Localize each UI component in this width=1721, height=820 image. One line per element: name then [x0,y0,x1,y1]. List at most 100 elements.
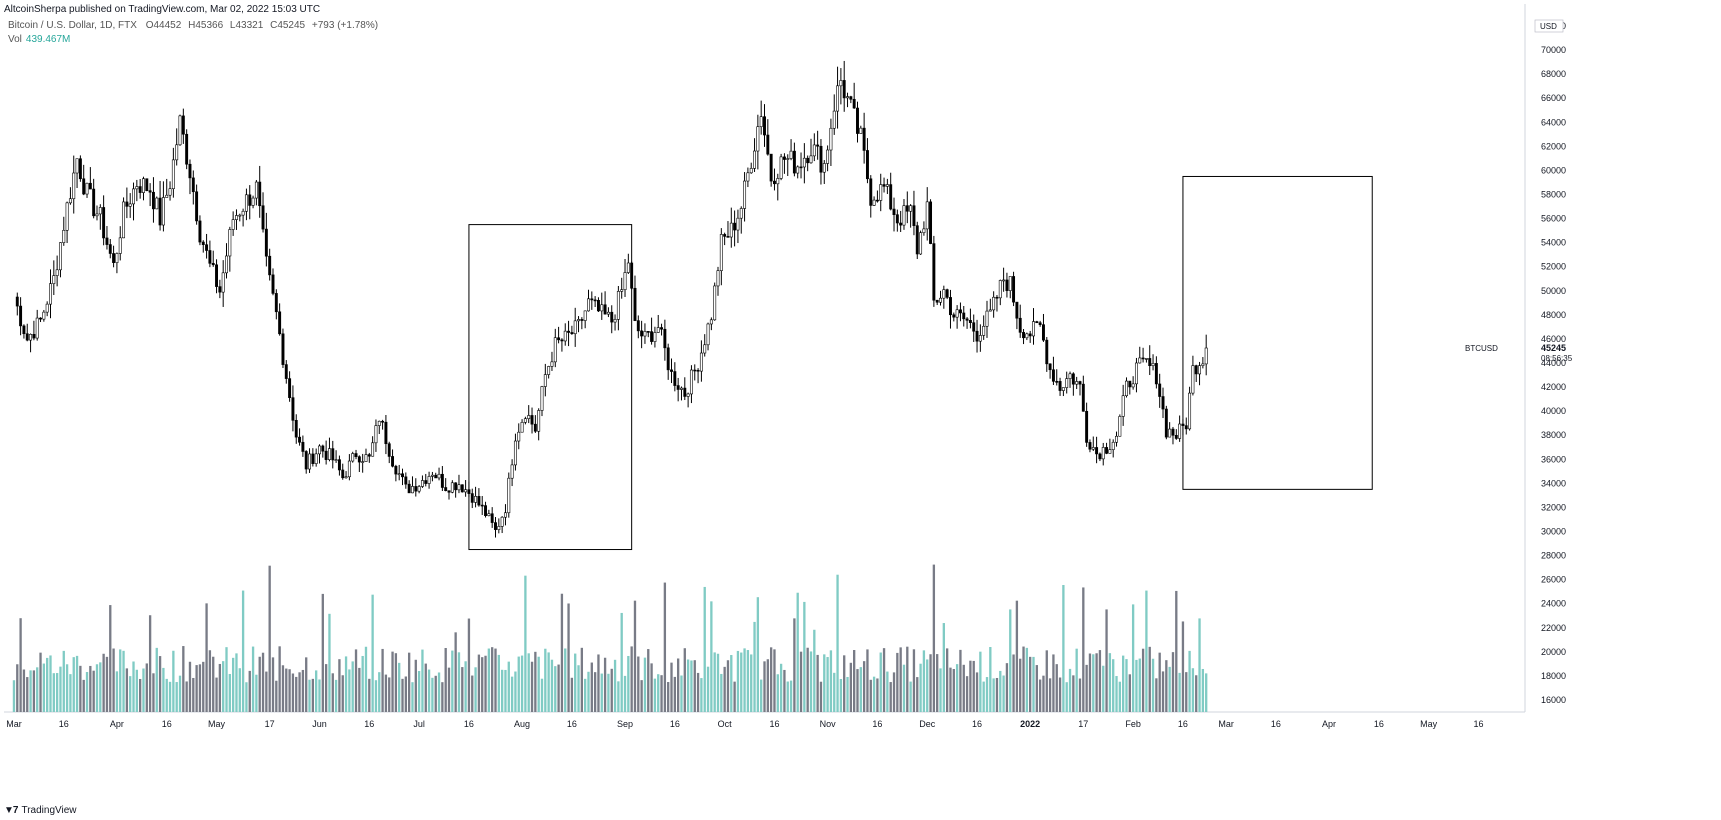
candle-body [1115,435,1118,443]
time-tick-label: 16 [872,719,882,729]
candle-body [427,476,431,484]
volume-bar [311,678,315,712]
volume-bar [534,651,537,712]
candle-body [822,163,826,173]
volume-bar [1185,672,1188,712]
candle-body [387,443,391,457]
close-label: C [270,20,278,31]
volume-bar [726,660,730,712]
volume-bar [245,682,248,712]
candle-body [1168,428,1172,438]
candle-body [95,213,99,217]
candle-body [494,522,497,530]
candle-body [238,214,242,217]
candle-body [191,177,195,193]
volume-bar [796,592,799,712]
volume-bar [653,678,657,712]
candle-body [749,168,753,174]
volume-bar [1191,668,1195,712]
candle-body [374,425,378,444]
volume-bar [504,669,507,712]
price-tick-label: 54000 [1541,238,1566,248]
candle-body [826,149,830,164]
volume-bar [912,649,916,712]
candle-body [1188,392,1192,430]
candle-body [812,144,816,157]
candle-body [1078,381,1082,385]
candle-body [171,159,175,190]
candle-body [610,311,614,323]
price-tick-label: 40000 [1541,406,1566,416]
time-tick-label: Sep [617,719,633,729]
volume-bar [1168,666,1171,712]
candle-body [321,445,325,452]
candle-body [1038,322,1042,325]
time-tick-label: Dec [919,719,936,729]
range-boxes[interactable] [468,175,1373,551]
volume-bar [288,669,291,712]
volume-bar [806,647,809,712]
volume-bar [743,648,746,712]
time-tick-label: 16 [670,719,680,729]
volume-bar [477,654,481,712]
candle-body [590,298,594,301]
volume-bar [1128,674,1131,712]
candle-body [125,201,129,207]
candle-body [1174,434,1178,439]
candle-body [115,253,119,263]
price-axis[interactable]: 16000 18000 20000 22000 24000 26000 28000 30000… [1534,19,1566,705]
volume-bar [444,648,447,712]
volume-bar [633,600,637,712]
candle-body [739,208,743,219]
candle-body [457,484,461,491]
volume-bar [1145,590,1148,712]
open-value: 44452 [153,20,182,31]
volume-legend: Vol 439.467M [8,34,70,45]
volume-bar [1108,653,1112,712]
volume-bar [862,661,866,712]
candle-body [995,296,999,299]
volume-bar [278,646,281,712]
range-box-2[interactable] [1182,175,1373,490]
volume-bar [989,647,992,712]
currency-button[interactable] [1534,19,1564,33]
volume-bar [1009,609,1012,712]
candle-body [497,526,501,530]
candle-body [1164,408,1168,438]
price-tick-label: 70000 [1541,45,1566,55]
symbol-tag: BTCUSD [1465,344,1498,353]
volume-bar [1181,621,1185,712]
volume-bar [902,664,906,712]
volume-bar [467,618,471,712]
volume-bar [228,673,231,712]
volume-bar [537,656,540,712]
volume-bar [1062,585,1065,712]
candle-body [108,244,112,254]
candle-body [401,473,404,478]
range-box-1[interactable] [468,224,633,551]
volume-bar [255,674,258,712]
candle-body [839,80,843,87]
candle-body [782,156,786,160]
candle-body [653,332,657,342]
volume-bar [839,678,843,712]
candle-body [354,453,358,457]
candle-body [1045,339,1049,365]
volume-bar [965,676,969,712]
currency-label[interactable]: USD [1540,22,1557,31]
candle-body [201,241,205,245]
candle-body [1158,383,1162,397]
candle-body [1105,447,1109,454]
candle-body [985,310,989,327]
volume-bar [241,590,245,712]
time-axis[interactable]: Mar 16 Apr 16 May 17 Jun 16 Jul 16 Aug 16 Sep 16 Oct 16… [6,719,1483,729]
volume-label: Vol [8,34,22,45]
volume-bar [132,661,135,712]
footer-brand: TradingView [21,805,77,816]
volume-bar [168,681,172,712]
candle-body [683,387,687,397]
price-tick-label: 60000 [1541,165,1566,175]
volume-bar [109,605,112,712]
volume-bar [1085,664,1088,712]
